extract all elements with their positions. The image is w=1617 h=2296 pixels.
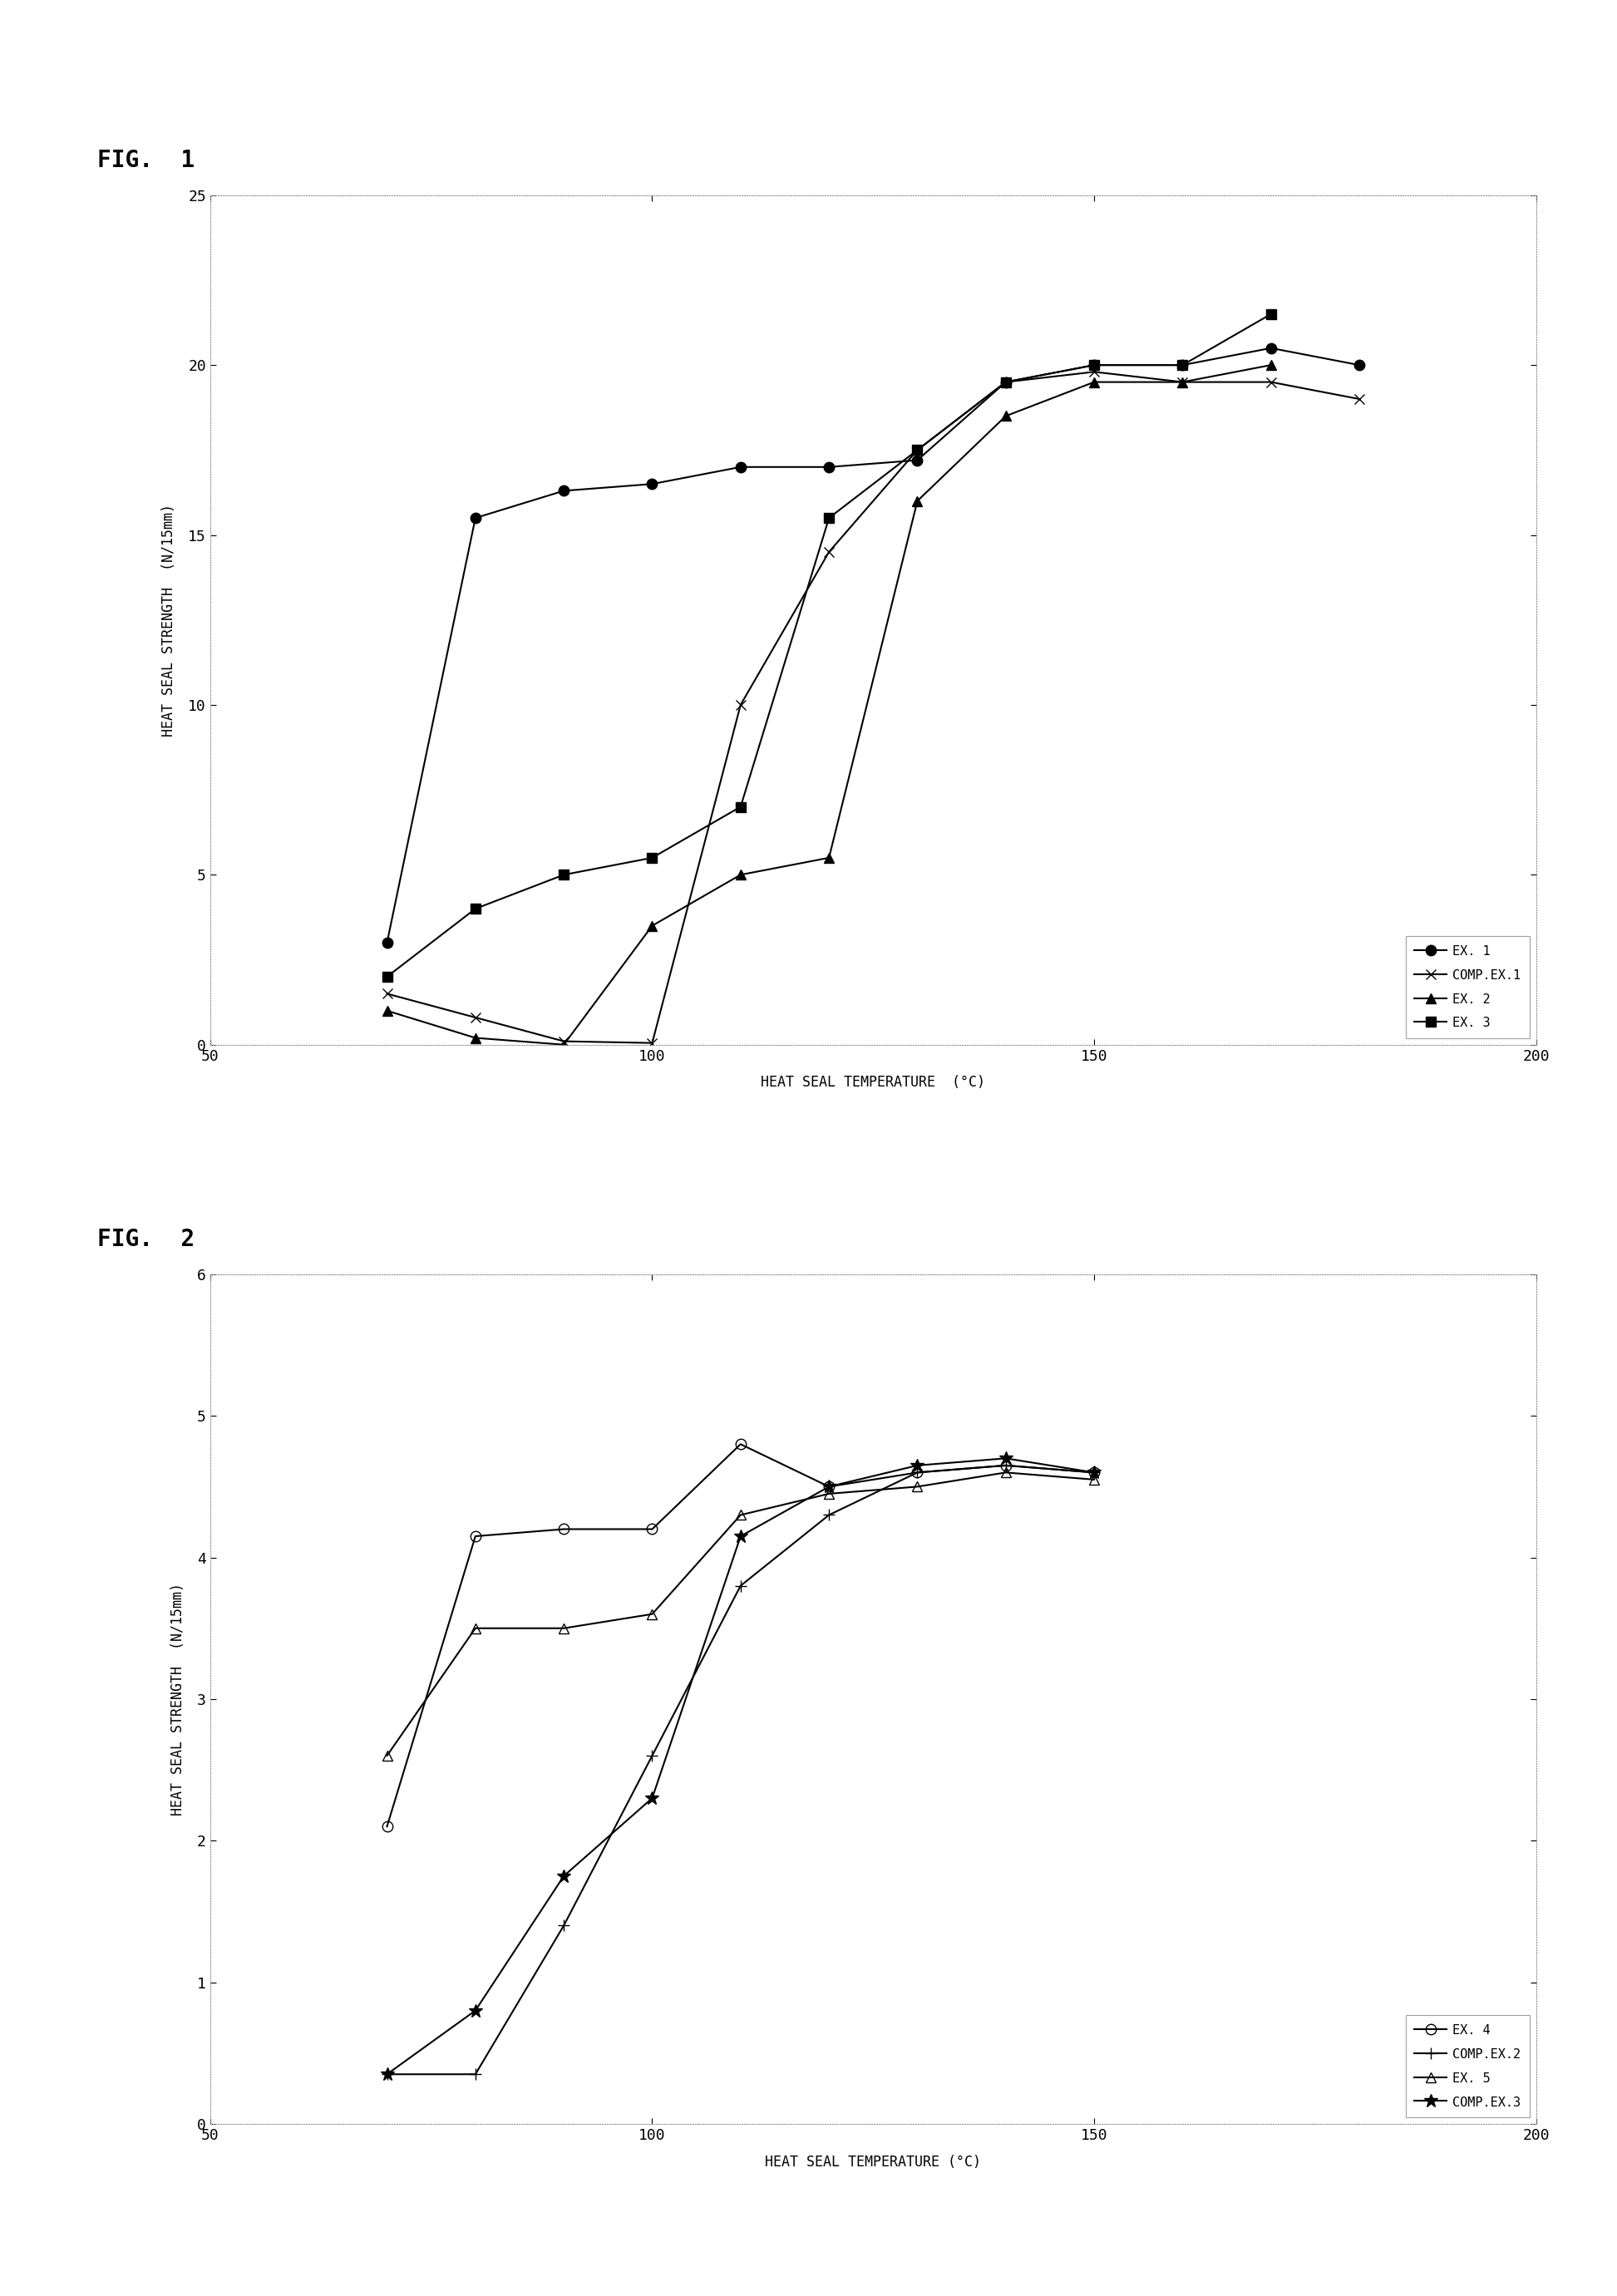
- EX. 4: [377, 1814, 396, 1841]
- COMP.EX.3: [731, 1522, 750, 1550]
- Line: COMP.EX.1: COMP.EX.1: [382, 367, 1365, 1049]
- COMP.EX.1: [1085, 358, 1104, 386]
- EX. 2: [1261, 351, 1281, 379]
- EX. 1: [820, 452, 839, 480]
- EX. 5: [907, 1474, 927, 1502]
- EX. 1: [555, 478, 574, 505]
- EX. 4: [555, 1515, 574, 1543]
- Legend: EX. 1, COMP.EX.1, EX. 2, EX. 3: EX. 1, COMP.EX.1, EX. 2, EX. 3: [1405, 937, 1530, 1038]
- EX. 4: [1085, 1458, 1104, 1486]
- COMP.EX.3: [555, 1862, 574, 1890]
- COMP.EX.3: [1085, 1458, 1104, 1486]
- COMP.EX.1: [907, 436, 927, 464]
- EX. 1: [996, 367, 1015, 395]
- EX. 1: [1261, 335, 1281, 363]
- COMP.EX.2: [377, 2060, 396, 2087]
- EX. 2: [1085, 367, 1104, 395]
- COMP.EX.3: [907, 1451, 927, 1479]
- COMP.EX.1: [1172, 367, 1192, 395]
- EX. 5: [377, 1743, 396, 1770]
- EX. 5: [1085, 1465, 1104, 1492]
- COMP.EX.1: [820, 537, 839, 565]
- EX. 3: [1172, 351, 1192, 379]
- COMP.EX.2: [1085, 1458, 1104, 1486]
- COMP.EX.1: [642, 1029, 661, 1056]
- EX. 3: [820, 505, 839, 533]
- EX. 4: [996, 1451, 1015, 1479]
- Y-axis label: HEAT SEAL STRENGTH  (N/15mm): HEAT SEAL STRENGTH (N/15mm): [162, 503, 176, 737]
- Line: COMP.EX.3: COMP.EX.3: [380, 1451, 1101, 2080]
- COMP.EX.1: [996, 367, 1015, 395]
- EX. 4: [907, 1458, 927, 1486]
- Line: COMP.EX.2: COMP.EX.2: [382, 1460, 1100, 2080]
- COMP.EX.2: [820, 1502, 839, 1529]
- EX. 3: [907, 436, 927, 464]
- Line: EX. 4: EX. 4: [382, 1440, 1100, 1832]
- EX. 3: [555, 861, 574, 889]
- COMP.EX.2: [907, 1458, 927, 1486]
- EX. 5: [820, 1481, 839, 1508]
- EX. 5: [996, 1458, 1015, 1486]
- Line: EX. 5: EX. 5: [382, 1467, 1100, 1761]
- COMP.EX.2: [731, 1573, 750, 1600]
- EX. 5: [731, 1502, 750, 1529]
- EX. 5: [555, 1614, 574, 1642]
- COMP.EX.3: [466, 1998, 485, 2025]
- COMP.EX.3: [377, 2060, 396, 2087]
- COMP.EX.1: [466, 1003, 485, 1031]
- EX. 4: [642, 1515, 661, 1543]
- EX. 1: [907, 445, 927, 473]
- EX. 3: [377, 962, 396, 990]
- Text: FIG.  2: FIG. 2: [97, 1228, 194, 1251]
- COMP.EX.2: [642, 1743, 661, 1770]
- EX. 2: [820, 845, 839, 872]
- COMP.EX.3: [996, 1444, 1015, 1472]
- EX. 2: [555, 1031, 574, 1058]
- COMP.EX.1: [1261, 367, 1281, 395]
- EX. 2: [996, 402, 1015, 429]
- EX. 2: [1172, 367, 1192, 395]
- COMP.EX.1: [1350, 386, 1370, 413]
- COMP.EX.1: [731, 691, 750, 719]
- EX. 4: [731, 1430, 750, 1458]
- COMP.EX.3: [642, 1784, 661, 1812]
- Line: EX. 3: EX. 3: [382, 310, 1276, 980]
- EX. 1: [731, 452, 750, 480]
- EX. 1: [1085, 351, 1104, 379]
- EX. 2: [377, 996, 396, 1024]
- EX. 3: [996, 367, 1015, 395]
- EX. 2: [907, 487, 927, 514]
- X-axis label: HEAT SEAL TEMPERATURE (°C): HEAT SEAL TEMPERATURE (°C): [765, 2154, 982, 2170]
- EX. 1: [466, 505, 485, 533]
- COMP.EX.2: [996, 1451, 1015, 1479]
- Text: FIG.  1: FIG. 1: [97, 149, 194, 172]
- COMP.EX.2: [555, 1913, 574, 1940]
- Line: EX. 2: EX. 2: [382, 360, 1276, 1049]
- EX. 2: [466, 1024, 485, 1052]
- EX. 5: [466, 1614, 485, 1642]
- EX. 1: [1350, 351, 1370, 379]
- EX. 2: [731, 861, 750, 889]
- COMP.EX.1: [377, 980, 396, 1008]
- Legend: EX. 4, COMP.EX.2, EX. 5, COMP.EX.3: EX. 4, COMP.EX.2, EX. 5, COMP.EX.3: [1405, 2016, 1530, 2117]
- EX. 2: [642, 912, 661, 939]
- COMP.EX.1: [555, 1029, 574, 1056]
- EX. 4: [466, 1522, 485, 1550]
- X-axis label: HEAT SEAL TEMPERATURE  (°C): HEAT SEAL TEMPERATURE (°C): [762, 1075, 985, 1091]
- COMP.EX.2: [466, 2060, 485, 2087]
- COMP.EX.3: [820, 1474, 839, 1502]
- EX. 4: [820, 1474, 839, 1502]
- EX. 1: [377, 930, 396, 957]
- EX. 3: [731, 792, 750, 820]
- EX. 1: [1172, 351, 1192, 379]
- EX. 3: [1261, 301, 1281, 328]
- EX. 5: [642, 1600, 661, 1628]
- EX. 3: [1085, 351, 1104, 379]
- EX. 3: [466, 895, 485, 923]
- EX. 1: [642, 471, 661, 498]
- Line: EX. 1: EX. 1: [382, 342, 1365, 948]
- Y-axis label: HEAT SEAL STRENGTH  (N/15mm): HEAT SEAL STRENGTH (N/15mm): [171, 1582, 186, 1816]
- EX. 3: [642, 845, 661, 872]
